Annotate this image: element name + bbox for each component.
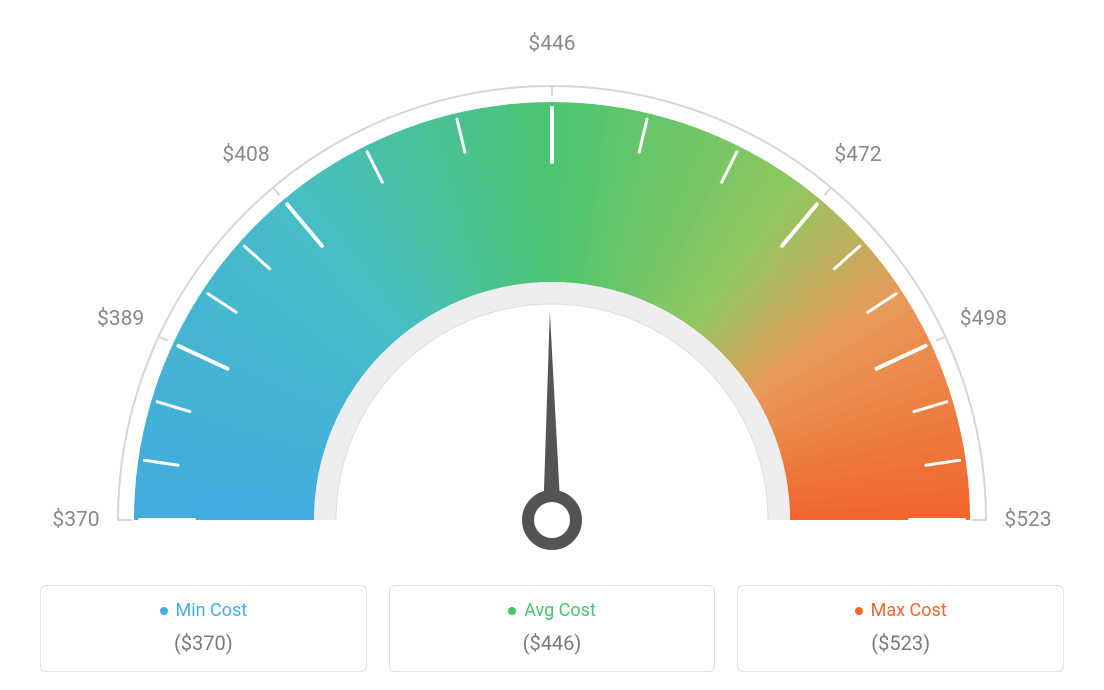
legend-title: Avg Cost — [508, 600, 596, 621]
legend-title-text: Avg Cost — [524, 600, 596, 621]
gauge-tick-label: $370 — [52, 508, 99, 532]
legend-card: Max Cost ($523) — [737, 585, 1064, 673]
gauge-needle — [543, 312, 561, 520]
gauge-tick-label: $472 — [834, 143, 881, 167]
legend-value: ($446) — [408, 631, 697, 655]
legend-title-text: Max Cost — [871, 600, 947, 621]
legend-dot-icon — [160, 607, 168, 615]
legend-card: Avg Cost ($446) — [389, 585, 716, 673]
gauge-chart: $370 $389 $408 $446 $472 $498 $523 — [0, 0, 1104, 560]
legend-value: ($523) — [756, 631, 1045, 655]
legend-title: Max Cost — [855, 600, 947, 621]
legend-row: Min Cost ($370) Avg Cost ($446) Max Cost ($52… — [40, 585, 1064, 673]
legend-card: Min Cost ($370) — [40, 585, 367, 673]
gauge-tick-label: $389 — [97, 307, 144, 331]
gauge-tick-label: $523 — [1004, 508, 1051, 532]
gauge-tick-label: $408 — [222, 143, 269, 167]
legend-dot-icon — [508, 607, 516, 615]
gauge-tick-label: $498 — [960, 307, 1007, 331]
legend-value: ($370) — [59, 631, 348, 655]
legend-dot-icon — [855, 607, 863, 615]
legend-title-text: Min Cost — [176, 600, 248, 621]
gauge-tick-label: $446 — [528, 32, 575, 56]
legend-title: Min Cost — [160, 600, 248, 621]
